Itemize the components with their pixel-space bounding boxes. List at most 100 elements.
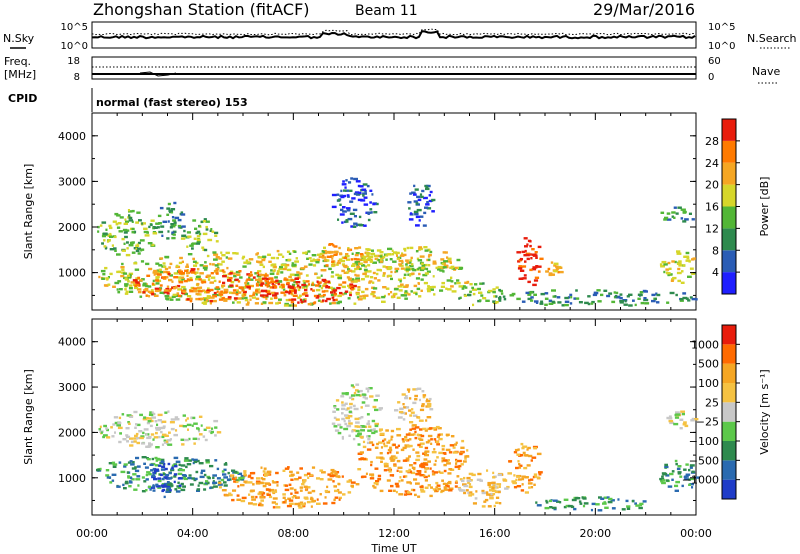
power-colorbar-segment	[722, 162, 736, 185]
power-echo-cell	[315, 284, 320, 287]
power-echo-cell	[174, 285, 178, 289]
power-echo-cell	[179, 226, 183, 229]
velocity-echo-cell	[126, 440, 129, 443]
velocity-echo-cell	[405, 457, 410, 460]
velocity-echo-cell	[409, 433, 415, 436]
power-echo-cell	[273, 265, 277, 269]
power-echo-cell	[682, 220, 687, 223]
power-echo-cell	[167, 273, 171, 276]
power-echo-cell	[262, 295, 266, 299]
velocity-echo-cell	[260, 496, 265, 499]
power-echo-cell	[106, 240, 110, 243]
power-echo-cell	[176, 284, 181, 288]
velocity-echo-cell	[148, 473, 152, 476]
power-echo-cell	[456, 279, 460, 282]
velocity-echo-cell	[530, 486, 534, 489]
velocity-echo-cell	[134, 434, 138, 438]
velocity-echo-cell	[497, 490, 501, 494]
power-echo-cell	[109, 272, 113, 276]
velocity-echo-cell	[134, 469, 140, 473]
power-echo-cell	[678, 260, 682, 263]
velocity-echo-cell	[160, 458, 165, 462]
power-echo-cell	[291, 264, 296, 267]
power-echo-cell	[107, 276, 110, 279]
power-echo-cell	[418, 219, 421, 222]
power-echo-cell	[254, 272, 259, 275]
velocity-echo-cell	[184, 457, 189, 460]
power-echo-cell	[302, 279, 306, 283]
power-echo-cell	[201, 301, 204, 305]
power-echo-cell	[427, 289, 431, 293]
power-echo-cell	[337, 259, 340, 263]
velocity-echo-cell	[405, 470, 411, 473]
velocity-echo-cell	[461, 479, 465, 483]
power-echo-cell	[346, 207, 351, 210]
velocity-echo-cell	[294, 478, 299, 481]
velocity-echo-cell	[406, 481, 412, 484]
power-echo-cell	[663, 263, 668, 266]
nsky-tick-top: 10^5	[61, 22, 88, 33]
power-echo-cell	[592, 293, 598, 297]
velocity-echo-cell	[130, 463, 135, 466]
velocity-echo-cell	[167, 410, 170, 413]
velocity-echo-cell	[677, 471, 682, 474]
velocity-echo-cell	[481, 489, 485, 493]
power-echo-cell	[316, 280, 319, 283]
power-echo-cell	[389, 258, 393, 261]
velocity-echo-cell	[196, 488, 201, 491]
velocity-echo-cell	[408, 397, 412, 400]
velocity-echo-cell	[347, 415, 353, 418]
velocity-echo-cell	[407, 390, 410, 393]
power-echo-cell	[443, 260, 448, 263]
power-echo-cell	[159, 257, 164, 260]
velocity-echo-cell	[380, 460, 383, 463]
velocity-echo-cell	[164, 467, 168, 471]
power-echo-cell	[556, 296, 561, 299]
velocity-echo-cell	[676, 467, 681, 471]
power-echo-cell	[426, 201, 429, 204]
velocity-echo-cell	[425, 419, 428, 422]
velocity-echo-cell	[397, 401, 401, 404]
velocity-echo-cell	[167, 477, 172, 480]
power-echo-cell	[578, 301, 583, 304]
velocity-echo-cell	[192, 437, 198, 440]
velocity-echo-cell	[205, 426, 211, 429]
power-echo-cell	[209, 299, 213, 303]
power-echo-cell	[101, 242, 104, 245]
power-echo-cell	[357, 288, 361, 292]
velocity-echo-cell	[364, 404, 370, 407]
velocity-echo-cell	[118, 440, 122, 444]
power-echo-cell	[661, 260, 667, 264]
velocity-echo-cell	[173, 480, 176, 484]
velocity-echo-cell	[327, 478, 333, 481]
velocity-echo-cell	[227, 471, 230, 475]
power-echo-cell	[529, 244, 532, 248]
power-echo-cell	[290, 292, 293, 295]
velocity-echo-cell	[351, 430, 354, 433]
power-echo-cell	[347, 268, 351, 271]
power-echo-cell	[548, 299, 553, 302]
power-echo-cell	[244, 281, 247, 285]
velocity-echo-cell	[409, 482, 412, 485]
power-echo-cell	[181, 285, 186, 289]
power-echo-cell	[345, 255, 350, 258]
power-echo-cell	[167, 220, 170, 223]
power-echo-cell	[339, 213, 345, 216]
power-echo-cell	[357, 286, 361, 289]
velocity-echo-cell	[583, 502, 589, 505]
power-echo-cell	[535, 256, 538, 259]
power-echo-cell	[360, 253, 364, 256]
power-echo-cell	[128, 216, 133, 220]
power-echo-cell	[404, 291, 409, 295]
velocity-echo-cell	[183, 459, 189, 462]
velocity-echo-cell	[357, 390, 360, 393]
velocity-echo-cell	[147, 458, 151, 461]
velocity-echo-cell	[409, 421, 414, 424]
velocity-echo-cell	[147, 445, 152, 448]
velocity-echo-cell	[421, 390, 425, 393]
power-echo-cell	[246, 278, 251, 281]
power-echo-cell	[421, 267, 425, 270]
velocity-echo-cell	[170, 467, 174, 471]
power-echo-cell	[446, 256, 449, 259]
velocity-echo-cell	[427, 484, 431, 487]
